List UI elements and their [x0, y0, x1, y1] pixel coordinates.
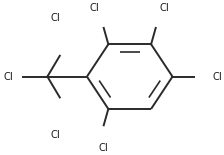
Text: Cl: Cl: [50, 13, 60, 24]
Text: Cl: Cl: [50, 130, 60, 140]
Text: Cl: Cl: [90, 3, 99, 13]
Text: Cl: Cl: [3, 72, 13, 82]
Text: Cl: Cl: [98, 143, 108, 153]
Text: Cl: Cl: [159, 3, 169, 13]
Text: Cl: Cl: [212, 72, 222, 82]
